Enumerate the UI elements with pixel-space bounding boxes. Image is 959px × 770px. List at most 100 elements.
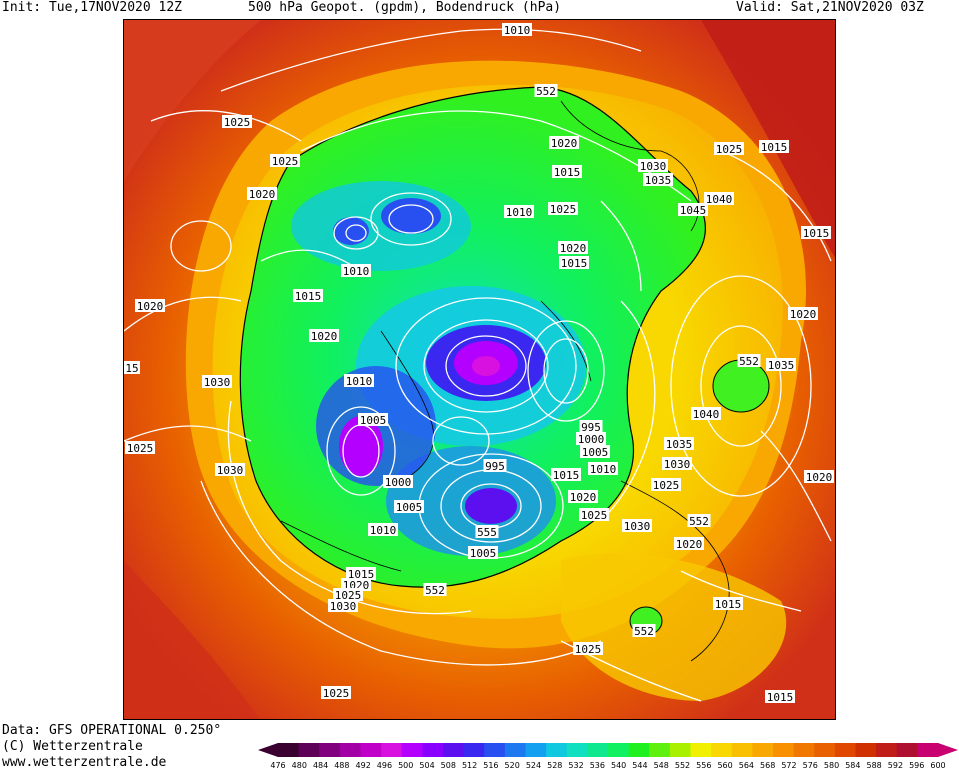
isobar-label: 1025: [575, 643, 602, 656]
isobar-label-bg: [358, 413, 388, 426]
isobar-label: 1020: [311, 330, 338, 343]
legend-tick-label: 588: [866, 761, 881, 770]
low-blue-north: [381, 198, 441, 234]
isobar-label-bg: [559, 256, 589, 269]
isobar-label: 1010: [590, 463, 617, 476]
isobar-label-bg: [576, 432, 606, 445]
website-label: www.wetterzentrale.de: [2, 755, 167, 770]
isobar-label-bg: [333, 588, 363, 601]
legend-swatch: [731, 743, 753, 757]
legend-swatch: [298, 743, 320, 757]
legend-tick-label: 492: [356, 761, 371, 770]
isobar-label: 1020: [676, 538, 703, 551]
legend-swatch: [773, 743, 795, 757]
color-legend: 476 480 484 488 492 496 500 504 508 512 516 520 524 5…: [258, 743, 958, 770]
isobar-label-bg: [622, 519, 652, 532]
isobar-label: 1000: [385, 476, 412, 489]
isobar-label: 1010: [370, 524, 397, 537]
legend-tick-label: 476: [270, 761, 285, 770]
isobar-label-bg: [664, 437, 694, 450]
isobar-label-bg: [346, 567, 376, 580]
isobar-label: 1015: [554, 166, 581, 179]
isobar-label-bg: [534, 84, 558, 97]
legend-swatch: [834, 743, 856, 757]
isobar-label-bg: [483, 459, 507, 472]
isobar-label-bg: [341, 264, 371, 277]
isobar-label-bg: [643, 173, 673, 186]
legend-tick-label: 520: [505, 761, 520, 770]
isobar-label: 552: [739, 355, 759, 368]
warm-anomaly-ne: [701, 20, 835, 258]
isobar-label: 1015: [295, 290, 322, 303]
isobar-label: 552: [536, 85, 556, 98]
isobar-label: 1020: [806, 471, 833, 484]
isobar-label-bg: [759, 140, 789, 153]
legend-swatch: [876, 743, 898, 757]
isobar-label: 1030: [217, 464, 244, 477]
legend-swatch: [422, 743, 444, 757]
isobar-label-bg: [651, 478, 681, 491]
isobar-labels: 1010 552 1025 1025 1020 1030 1025 1015 1015 1035 1…: [124, 23, 834, 704]
isobar-label-bg: [737, 354, 761, 367]
isobar-label: 1015: [767, 691, 794, 704]
isobar-label-bg: [222, 115, 252, 128]
isobar-label-bg: [504, 205, 534, 218]
isobar-label-bg: [549, 136, 579, 149]
isobar-label: 1005: [396, 501, 423, 514]
legend-tick-label: 568: [760, 761, 775, 770]
map-title: 500 hPa Geopot. (gpdm), Bodendruck (hPa): [248, 0, 562, 15]
legend-tick-label: 504: [419, 761, 434, 770]
isobar-label: 1035: [768, 359, 795, 372]
isobar-label-bg: [368, 523, 398, 536]
isobar-label: 15: [125, 362, 138, 375]
isobars: [124, 28, 832, 702]
isobar-label: 1040: [693, 408, 720, 421]
isobar-label: 1005: [360, 414, 387, 427]
isobar-label-bg: [341, 578, 371, 591]
legend-tick-label: 576: [803, 761, 818, 770]
isobar-label-bg: [765, 690, 795, 703]
legend-tick-label: 552: [675, 761, 690, 770]
isobar-label-bg: [678, 203, 708, 216]
coastlines: [280, 100, 730, 662]
legend-swatch: [401, 743, 423, 757]
isobar-label: 1020: [249, 188, 276, 201]
isobar-label-bg: [475, 525, 499, 538]
isobar-label: 1025: [716, 143, 743, 156]
valid-time-label: Valid: Sat,21NOV2020 03Z: [736, 0, 924, 15]
isobar-label: 1020: [570, 491, 597, 504]
isobar-label-bg: [551, 468, 581, 481]
isobar-label-bg: [704, 192, 734, 205]
isobar-label-bg: [423, 583, 447, 596]
isobar-label: 1020: [137, 300, 164, 313]
isobar-label: 1020: [560, 242, 587, 255]
legend-tick-label: 584: [845, 761, 860, 770]
isobar-label-bg: [579, 420, 603, 433]
legend-tick-label: 536: [590, 761, 605, 770]
legend-swatch: [917, 743, 939, 757]
legend-labels: 476 480 484 488 492 496 500 504 508 512 516 520 524 5…: [270, 761, 945, 770]
legend-tick-label: 564: [739, 761, 754, 770]
isobar-label: 1025: [550, 203, 577, 216]
isobar-label: 1015: [803, 227, 830, 240]
warm-anomaly-sw: [124, 561, 260, 719]
legend-arrow-low: [258, 743, 278, 757]
init-time-label: Init: Tue,17NOV2020 12Z: [2, 0, 183, 15]
isobar-label: 1035: [666, 438, 693, 451]
isobar-label: 1010: [506, 206, 533, 219]
isobar-label: 1015: [715, 598, 742, 611]
isobar-label: 552: [689, 515, 709, 528]
isobar-label: 1025: [323, 687, 350, 700]
legend-swatch: [752, 743, 774, 757]
isobar-label-bg: [344, 374, 374, 387]
warm-anomaly-nw: [124, 20, 261, 181]
legend-swatches: [258, 743, 958, 757]
isobar-label-bg: [714, 142, 744, 155]
data-source-label: Data: GFS OPERATIONAL 0.250°: [2, 723, 222, 738]
isobar-label: 1025: [224, 116, 251, 129]
legend-tick-label: 524: [526, 761, 541, 770]
low-violet-south: [465, 488, 517, 524]
legend-swatch: [566, 743, 588, 757]
band-560-europe: [561, 553, 787, 701]
isobar-label: 555: [477, 526, 497, 539]
